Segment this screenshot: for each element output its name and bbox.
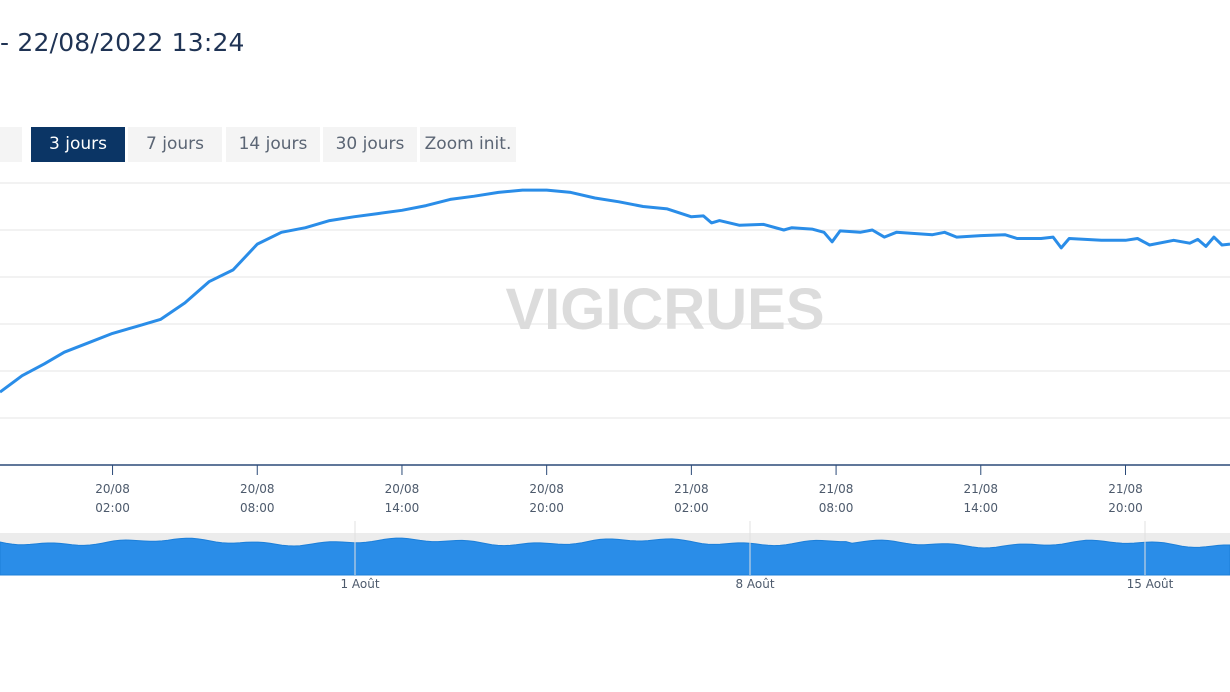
- navigator-label: 1 Août: [340, 577, 379, 591]
- x-tick-label-date: 20/08: [240, 482, 275, 496]
- x-tick-label-date: 21/08: [963, 482, 998, 496]
- x-tick-label-time: 02:00: [95, 501, 130, 515]
- x-tick-label-date: 20/08: [95, 482, 130, 496]
- navigator-dividers: [354, 521, 1146, 575]
- x-tick-label-date: 21/08: [674, 482, 709, 496]
- x-tick-label-time: 20:00: [1108, 501, 1143, 515]
- x-tick-label-time: 14:00: [385, 501, 420, 515]
- x-tick-label-time: 08:00: [819, 501, 854, 515]
- range-button-30-days[interactable]: 30 jours: [323, 127, 417, 162]
- x-tick-label-date: 21/08: [819, 482, 854, 496]
- x-tick-label-date: 21/08: [1108, 482, 1143, 496]
- range-button-3-days[interactable]: 3 jours: [31, 127, 125, 162]
- range-button-7-days[interactable]: 7 jours: [128, 127, 222, 162]
- x-tick-label-date: 20/08: [385, 482, 420, 496]
- range-button-partial[interactable]: r: [0, 127, 22, 162]
- watermark: VIGICRUES: [505, 277, 824, 342]
- navigator-label: 8 Août: [735, 577, 774, 591]
- series-line: [0, 188, 1230, 394]
- navigator-label: 15 Août: [1127, 577, 1174, 591]
- x-tick-label-date: 20/08: [529, 482, 564, 496]
- range-button-14-days[interactable]: 14 jours: [226, 127, 320, 162]
- x-tick-label-time: 20:00: [529, 501, 564, 515]
- navigator-series-area: [0, 537, 1230, 576]
- x-tick-label-time: 08:00: [240, 501, 275, 515]
- x-tick-label-time: 14:00: [963, 501, 998, 515]
- range-button-zoom-init[interactable]: Zoom init.: [420, 127, 516, 162]
- x-tick-label-time: 02:00: [674, 501, 709, 515]
- page-title: - 22/08/2022 13:24: [0, 28, 245, 57]
- gridlines: [0, 182, 1230, 419]
- x-ticks: 20/08 02:00 20/08 08:00 20/08 14:00 20/08 20:00…: [95, 465, 1143, 515]
